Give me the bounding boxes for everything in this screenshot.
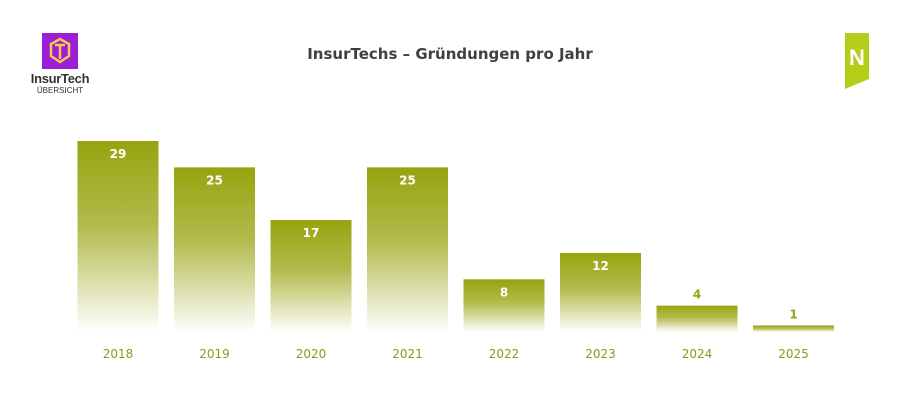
x-tick-label: 2022: [489, 347, 520, 361]
logo-subtitle: ÜBERSICHT: [36, 86, 84, 95]
bar-2019: [174, 167, 255, 332]
chart-title: InsurTechs – Gründungen pro Jahr: [307, 45, 593, 63]
x-tick-label: 2023: [585, 347, 616, 361]
bar-2018: [77, 141, 159, 332]
x-tick-label: 2025: [778, 347, 809, 361]
data-label: 25: [399, 173, 416, 187]
data-label: 25: [206, 173, 223, 187]
n-logo: N: [845, 33, 869, 93]
data-label: 8: [500, 285, 508, 299]
bar-2023: [560, 252, 641, 332]
data-label: 4: [693, 288, 701, 302]
bar-2024: [656, 305, 738, 332]
x-tick-label: 2020: [296, 347, 327, 361]
svg-text:N: N: [849, 45, 865, 70]
hexagon-logo-icon: [42, 33, 78, 69]
data-label: 12: [592, 259, 609, 273]
insurtech-logo: InsurTech ÜBERSICHT: [30, 33, 90, 95]
x-tick-label: 2021: [392, 347, 423, 361]
bar-2022: [463, 279, 545, 332]
data-label: 29: [110, 147, 127, 161]
data-label: 1: [789, 307, 797, 321]
x-tick-label: 2019: [199, 347, 230, 361]
logo-name: InsurTech: [30, 71, 90, 86]
data-label: 17: [303, 226, 320, 240]
bar-2020: [270, 220, 352, 332]
x-tick-label: 2024: [682, 347, 713, 361]
bar-2025: [753, 325, 834, 332]
bar-2021: [367, 167, 448, 332]
x-tick-label: 2018: [103, 347, 134, 361]
